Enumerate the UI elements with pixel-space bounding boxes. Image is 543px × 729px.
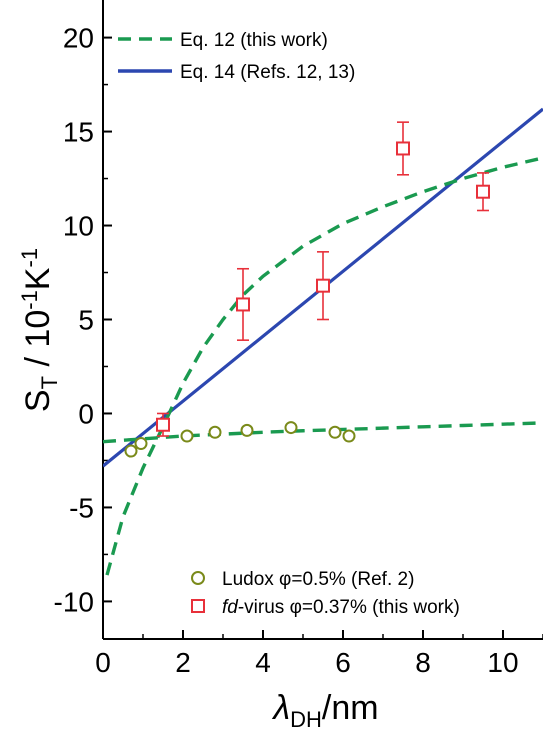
fd-point (476, 184, 490, 199)
y-tick-label: 15 (63, 117, 94, 148)
y-axis-title: ST / 10-1K-1 (17, 248, 62, 412)
fd-point (236, 297, 250, 312)
plot-area: 0 2 4 6 8 10 -10 -5 0 5 10 15 20 (54, 0, 543, 678)
legend-eq12-label: Eq. 12 (this work) (180, 30, 328, 51)
ludox-point (124, 444, 138, 458)
x-tick-label: 4 (255, 647, 271, 678)
legend-fd-post: =0.37% (this work) (302, 597, 460, 618)
x-tick-label: 10 (487, 647, 518, 678)
fd-point (396, 141, 410, 156)
x-axis-title: λDH/nm (271, 689, 378, 729)
legend-fd-pre: -virus (238, 597, 290, 618)
ludox-point (134, 437, 148, 451)
y-axis-title-exp2: -1 (17, 248, 42, 268)
ludox-point (240, 423, 254, 437)
legend-ludox-post: =0.5% (Ref. 2) (291, 569, 414, 590)
x-tick-label: 8 (415, 647, 431, 678)
legend-ludox-label: Ludox φ=0.5% (Ref. 2) (222, 569, 414, 590)
y-tick-label: 0 (78, 398, 94, 429)
ludox-point (180, 429, 194, 443)
y-axis-title-main: S (19, 389, 57, 412)
eq12-curve-1 (105, 156, 543, 576)
ludox-point (342, 429, 356, 443)
series-layer (103, 107, 543, 576)
legend-ludox-pre: Ludox (222, 569, 279, 590)
y-axis-title-k: K (19, 267, 57, 290)
y-tick-label: -5 (69, 492, 94, 523)
legend-fd-it: fd (222, 597, 239, 618)
x-tick-label: 2 (175, 647, 191, 678)
legend-top: Eq. 12 (this work) Eq. 14 (Refs. 12, 13) (118, 30, 355, 83)
y-axis-title-sub: T (37, 376, 62, 389)
legend-fd-marker (191, 599, 205, 613)
y-axis-title-exp1: -1 (17, 290, 42, 310)
ludox-point (208, 425, 222, 439)
ludox-point (284, 421, 298, 435)
legend-fd-label: fd-virus φ=0.37% (this work) (222, 597, 460, 618)
legend-ludox-phi: φ (279, 569, 291, 590)
y-tick-label: 10 (63, 211, 94, 242)
y-tick-label: -10 (54, 586, 94, 617)
y-axis-title-mid: / 10 (19, 310, 57, 376)
fd-point (316, 278, 330, 293)
x-axis-title-unit: /nm (322, 689, 379, 727)
legend-bottom: Ludox φ=0.5% (Ref. 2) fd-virus φ=0.37% (… (191, 569, 460, 618)
eq12-curve-2 (103, 421, 543, 444)
ludox-point (328, 425, 342, 439)
x-tick-label: 0 (95, 647, 111, 678)
legend-eq14-label: Eq. 14 (Refs. 12, 13) (180, 62, 355, 83)
x-tick-label: 6 (335, 647, 351, 678)
legend-fd-phi: φ (290, 597, 302, 618)
legend-ludox-marker (191, 571, 205, 585)
y-tick-label: 20 (63, 23, 94, 54)
x-axis-title-symbol: λ (271, 689, 290, 727)
fd-point (156, 417, 170, 432)
y-tick-label: 5 (78, 305, 94, 336)
x-axis-title-sub: DH (290, 707, 322, 729)
axis-ticks: 0 2 4 6 8 10 -10 -5 0 5 10 15 20 (54, 23, 543, 678)
